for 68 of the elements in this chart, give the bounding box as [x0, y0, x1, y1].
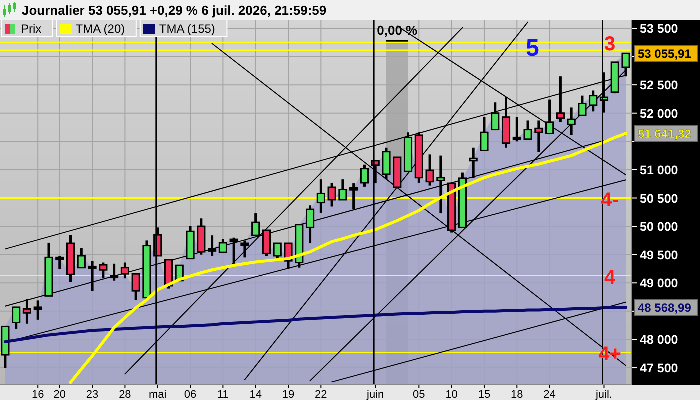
candlestick — [34, 299, 42, 322]
x-tick-label: 18 — [511, 389, 524, 400]
candlestick — [546, 98, 554, 135]
annotation: 0,00 % — [377, 23, 418, 38]
x-tick-label: juin — [366, 389, 384, 400]
x-tick-label: 19 — [282, 389, 295, 400]
candlestick — [262, 229, 272, 258]
candlestick — [132, 272, 140, 302]
candlestick — [316, 178, 326, 214]
x-tick-label: 06 — [184, 389, 197, 400]
candlestick — [328, 182, 336, 208]
legend-label: TMA (20) — [76, 22, 126, 36]
candlestick — [230, 236, 238, 266]
candlestick — [56, 254, 64, 270]
candlestick — [99, 262, 108, 280]
candlestick — [350, 182, 358, 210]
y-tick-label: 49 000 — [640, 276, 678, 291]
candlestick — [88, 260, 97, 292]
candlestick — [480, 116, 489, 152]
x-tick-label: juil. — [594, 389, 612, 400]
candlestick — [469, 146, 478, 180]
x-tick-label: mai — [148, 389, 167, 400]
y-tick-label: 50 500 — [640, 192, 678, 206]
x-tick-label: 24 — [544, 389, 556, 400]
y-tick-label: 48 000 — [640, 333, 678, 348]
chart-title: Journalier 53 055,91 +0,29 % 6 juil. 2026, 21:59:59 — [22, 3, 327, 18]
y-tick-label: 51 000 — [640, 163, 678, 178]
legend-label: Prix — [21, 22, 42, 36]
candlestick — [338, 178, 348, 202]
data-label: 51 641,32 — [638, 127, 692, 142]
x-tick-label: 23 — [86, 389, 99, 400]
candlestick — [426, 153, 434, 188]
candlestick — [436, 154, 446, 215]
x-tick-label: 11 — [217, 389, 229, 400]
candlestick — [567, 106, 576, 137]
candlestick — [120, 262, 130, 280]
candlestick — [578, 94, 587, 117]
candlestick — [589, 89, 598, 113]
y-tick-label: 47 500 — [640, 362, 678, 376]
text: 53 055,91 — [638, 47, 692, 62]
y-tick-label: 49 500 — [640, 248, 678, 262]
candlestick — [491, 101, 500, 132]
x-tick-label: 16 — [32, 389, 44, 400]
x-tick-label: 20 — [54, 389, 66, 400]
candlestick — [240, 239, 250, 259]
x-tick-label: 28 — [119, 389, 132, 400]
candlestick — [360, 164, 370, 188]
x-tick-label: 15 — [478, 389, 491, 400]
candlestick — [218, 238, 228, 254]
y-tick-label: 52 500 — [640, 78, 678, 93]
candlestick — [524, 119, 532, 141]
candlestick — [208, 234, 217, 258]
candlestick — [382, 146, 391, 181]
candlestick — [110, 262, 119, 282]
x-tick-label: 22 — [315, 389, 328, 400]
candlestick — [252, 212, 260, 237]
x-tick-label: 14 — [250, 389, 262, 400]
candlestick — [534, 119, 544, 154]
candlestick — [512, 116, 522, 143]
legend-label: TMA (155) — [159, 22, 216, 36]
x-tick-label: 10 — [446, 389, 458, 400]
y-tick-label: 50 000 — [640, 220, 678, 234]
y-tick-label: 53 500 — [640, 22, 678, 36]
y-tick-label: 52 000 — [640, 106, 678, 121]
data-label: 48 568,99 — [638, 301, 692, 316]
candlestick — [306, 204, 315, 245]
x-tick-label: 05 — [413, 389, 426, 400]
candlestick — [77, 246, 86, 270]
